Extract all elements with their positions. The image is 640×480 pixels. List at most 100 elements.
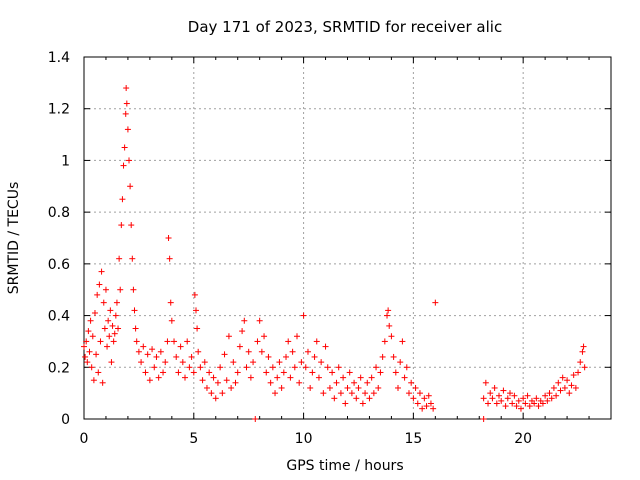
data-point (269, 364, 276, 371)
data-point (335, 364, 342, 371)
data-point (355, 384, 362, 391)
data-point (95, 369, 102, 376)
data-point (322, 343, 329, 350)
y-tick-label: 0.8 (48, 205, 70, 221)
data-point (280, 369, 287, 376)
x-tick-label: 20 (514, 431, 532, 447)
data-point (581, 364, 588, 371)
data-point (550, 384, 557, 391)
data-point (579, 348, 586, 355)
data-point (375, 384, 382, 391)
data-point (412, 384, 419, 391)
data-point (90, 377, 97, 384)
data-point (126, 157, 133, 164)
data-point (127, 183, 134, 190)
data-point (162, 359, 169, 366)
data-point (307, 384, 314, 391)
data-point (138, 359, 145, 366)
data-point (285, 338, 292, 345)
data-point (167, 299, 174, 306)
data-point (520, 395, 527, 402)
data-point (96, 281, 103, 288)
data-point (230, 359, 237, 366)
data-point (142, 369, 149, 376)
data-point (252, 416, 259, 422)
data-point (87, 317, 94, 324)
data-point (155, 374, 162, 381)
data-point (129, 255, 136, 262)
data-point (342, 400, 349, 407)
data-point (153, 353, 160, 360)
data-point (416, 390, 423, 397)
data-point (399, 338, 406, 345)
data-point (192, 307, 199, 314)
data-point (403, 364, 410, 371)
data-point (511, 392, 518, 399)
data-point (333, 379, 340, 386)
data-point (219, 390, 226, 397)
data-point (385, 307, 392, 314)
data-point (351, 379, 358, 386)
data-point (408, 379, 415, 386)
data-point (258, 348, 265, 355)
data-point (89, 333, 96, 340)
data-point (535, 403, 542, 410)
data-point (326, 384, 333, 391)
plot-frame (83, 56, 612, 420)
data-point (278, 384, 285, 391)
data-point (566, 390, 573, 397)
data-point (86, 348, 93, 355)
data-point (533, 395, 540, 402)
data-point (423, 403, 430, 410)
data-point (298, 359, 305, 366)
x-tick-label: 0 (80, 431, 89, 447)
data-point (344, 384, 351, 391)
data-point (82, 353, 89, 360)
data-point (236, 343, 243, 350)
y-tick-label: 0.6 (48, 257, 70, 273)
data-point (364, 379, 371, 386)
data-point (243, 364, 250, 371)
data-point (522, 400, 529, 407)
data-point (93, 351, 100, 358)
data-point (276, 359, 283, 366)
x-tick-label: 5 (189, 431, 198, 447)
data-point (239, 328, 246, 335)
data-point (203, 384, 210, 391)
data-point (199, 377, 206, 384)
data-point (149, 346, 156, 353)
data-point (526, 403, 533, 410)
data-point (250, 359, 257, 366)
data-point (88, 364, 95, 371)
data-point (340, 374, 347, 381)
data-point (337, 390, 344, 397)
data-point (421, 395, 428, 402)
data-point (81, 343, 87, 350)
data-point (214, 379, 221, 386)
data-point (265, 353, 272, 360)
data-point (247, 374, 254, 381)
x-tick-label: 10 (295, 431, 313, 447)
data-point (94, 291, 101, 298)
data-point (165, 235, 172, 241)
data-point (531, 400, 538, 407)
data-point (119, 196, 126, 203)
data-point (85, 328, 92, 335)
data-point (83, 338, 90, 345)
data-point (123, 85, 130, 92)
data-point (151, 364, 158, 371)
data-point (112, 312, 119, 319)
data-point (117, 286, 124, 293)
data-point (146, 377, 153, 384)
data-point (113, 299, 120, 306)
data-point (357, 374, 364, 381)
data-point (225, 333, 232, 340)
data-point (320, 390, 327, 397)
data-point (564, 377, 571, 384)
data-point (261, 333, 268, 340)
data-point (401, 374, 408, 381)
data-point (97, 338, 104, 345)
y-tick-label: 0 (61, 412, 70, 428)
data-point (184, 338, 191, 345)
data-point (557, 387, 564, 394)
